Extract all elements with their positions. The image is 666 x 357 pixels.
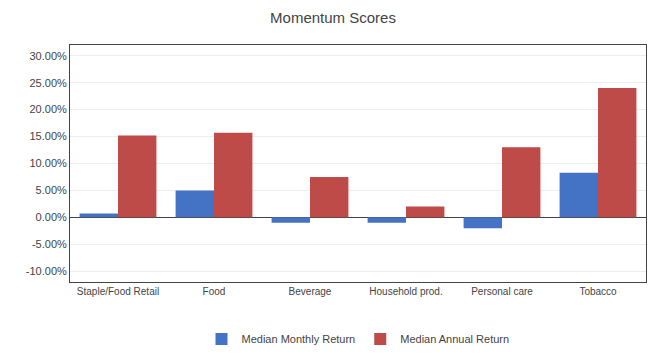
svg-text:-5.00%: -5.00%: [32, 238, 67, 250]
svg-text:Momentum Scores: Momentum Scores: [270, 9, 396, 26]
svg-text:25.00%: 25.00%: [29, 77, 67, 89]
svg-text:15.00%: 15.00%: [29, 130, 67, 142]
svg-text:Household prod.: Household prod.: [369, 286, 442, 297]
svg-text:Food: Food: [203, 286, 226, 297]
svg-text:Staple/Food Retail: Staple/Food Retail: [77, 286, 159, 297]
svg-text:0.00%: 0.00%: [36, 211, 67, 223]
svg-text:20.00%: 20.00%: [29, 103, 67, 115]
svg-text:Beverage: Beverage: [289, 286, 332, 297]
svg-text:Personal care: Personal care: [471, 286, 533, 297]
svg-text:Median Annual Return: Median Annual Return: [400, 333, 509, 345]
svg-text:30.00%: 30.00%: [29, 50, 67, 62]
svg-text:Tobacco: Tobacco: [579, 286, 617, 297]
svg-text:-10.00%: -10.00%: [26, 265, 67, 277]
svg-text:Median Monthly Return: Median Monthly Return: [242, 333, 356, 345]
svg-text:5.00%: 5.00%: [36, 184, 67, 196]
svg-text:10.00%: 10.00%: [29, 157, 67, 169]
